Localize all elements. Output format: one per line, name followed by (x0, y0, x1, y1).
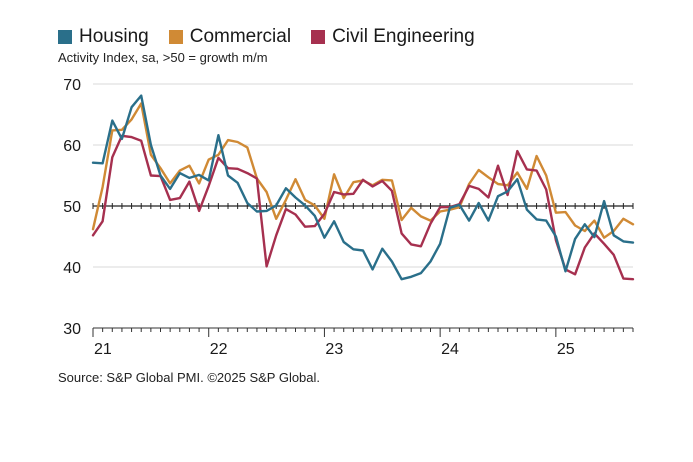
x-tick-label-25: 25 (557, 341, 575, 358)
legend: Housing Commercial Civil Engineering (58, 26, 475, 48)
chart-subtitle: Activity Index, sa, >50 = growth m/m (58, 50, 268, 65)
x-tick-label-23: 23 (325, 341, 343, 358)
y-tick-label-50: 50 (63, 199, 81, 216)
legend-swatch-housing (58, 30, 72, 44)
legend-label-commercial: Commercial (189, 26, 292, 47)
legend-label-civil-engineering: Civil Engineering (332, 26, 475, 47)
y-tick-label-70: 70 (63, 77, 81, 94)
legend-label-housing: Housing (79, 26, 149, 47)
legend-item-civil-engineering: Civil Engineering (311, 26, 475, 48)
source-note: Source: S&P Global PMI. ©2025 S&P Global… (58, 370, 321, 385)
series-line-housing (91, 94, 635, 281)
y-tick-label-30: 30 (63, 321, 81, 338)
legend-item-commercial: Commercial (168, 26, 292, 48)
y-tick-label-60: 60 (63, 138, 81, 155)
x-tick-label-21: 21 (94, 341, 112, 358)
series-line-civil-engineering (91, 134, 635, 281)
legend-item-housing: Housing (58, 26, 149, 48)
x-tick-label-22: 22 (210, 341, 228, 358)
x-tick-label-24: 24 (441, 341, 459, 358)
y-tick-label-40: 40 (63, 260, 81, 277)
legend-swatch-commercial (168, 30, 183, 44)
legend-swatch-civil-engineering (311, 30, 326, 44)
